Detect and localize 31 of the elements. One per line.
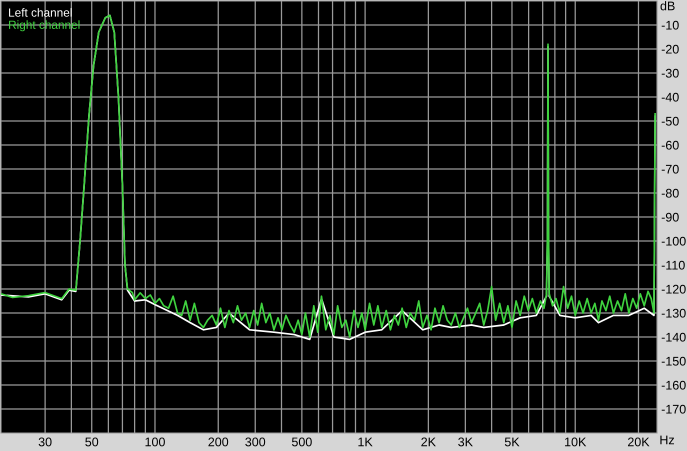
y-tick-label: -30 <box>662 68 679 78</box>
y-tick-label: -50 <box>662 116 679 126</box>
x-tick-label: 10K <box>565 437 586 446</box>
y-tick-label: -70 <box>662 164 679 174</box>
y-tick-label: -120 <box>662 284 686 294</box>
y-tick-label: -90 <box>662 212 679 222</box>
y-tick-label: -10 <box>662 20 679 30</box>
y-tick-label: -170 <box>662 404 686 414</box>
x-tick-label: 100 <box>146 437 165 446</box>
y-tick-label: -60 <box>662 140 679 150</box>
x-tick-label: 5K <box>504 438 520 446</box>
x-tick-label: 300 <box>245 437 266 446</box>
y-tick-label: -20 <box>662 44 679 54</box>
y-tick-label: -160 <box>662 380 686 390</box>
y-tick-label: -40 <box>662 92 679 102</box>
y-tick-label: -130 <box>662 308 686 318</box>
x-tick-label: 20K <box>628 437 650 446</box>
y-tick-label: -140 <box>662 332 686 342</box>
x-tick-label: 50 <box>85 437 98 446</box>
x-tick-label: 1K <box>358 438 373 446</box>
x-tick-label: 3K <box>458 437 473 446</box>
y-tick-label: -110 <box>662 260 685 270</box>
x-tick-label: 30 <box>38 437 52 446</box>
x-axis-title: Hz <box>660 436 674 444</box>
x-tick-label: 2K <box>421 437 436 446</box>
y-tick-label: -80 <box>662 188 679 198</box>
x-tick-label: 500 <box>292 437 312 446</box>
y-tick-label: -150 <box>662 356 686 366</box>
x-tick-label: 200 <box>208 437 228 446</box>
y-tick-label: -100 <box>662 236 686 246</box>
y-axis-title: dB <box>660 1 675 10</box>
